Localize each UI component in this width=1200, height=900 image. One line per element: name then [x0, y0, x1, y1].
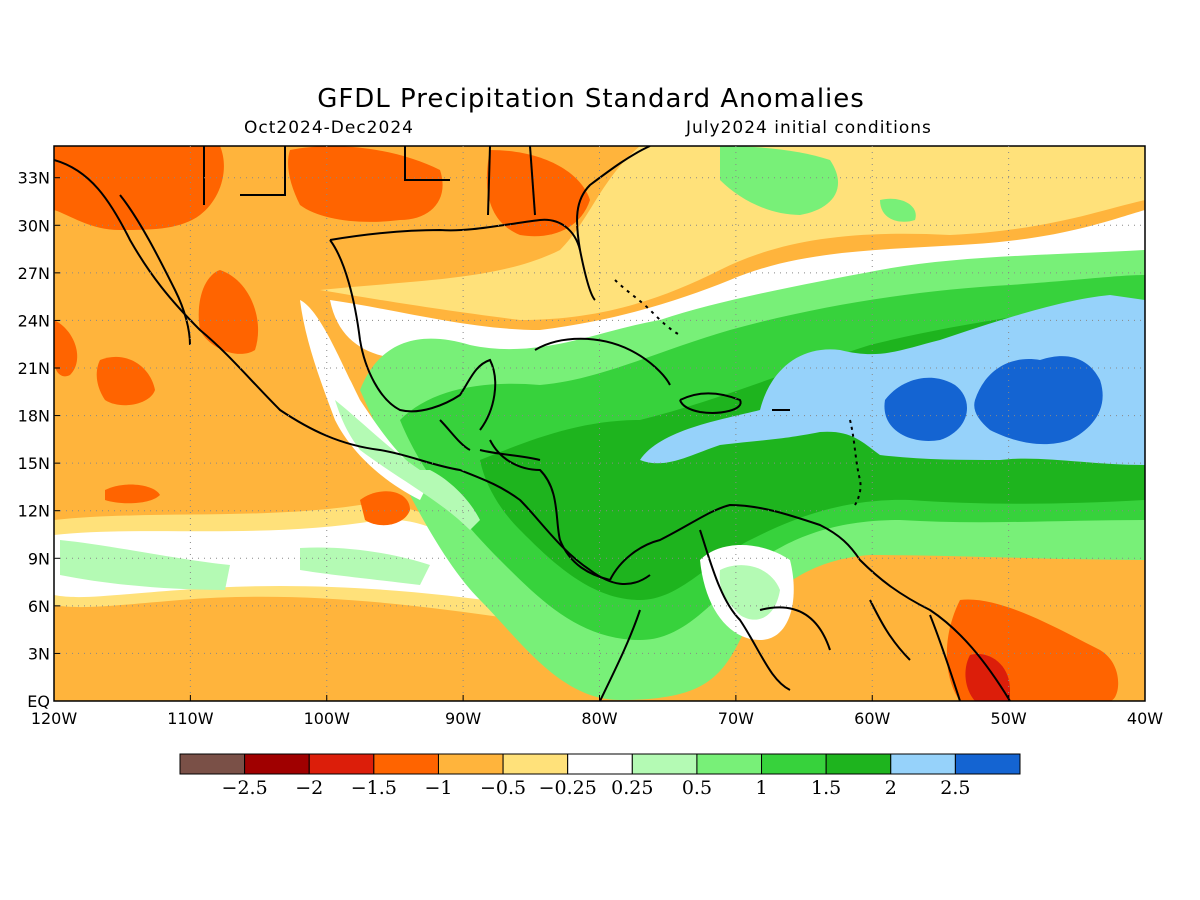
colorbar-label: 1.5 — [811, 777, 841, 799]
lat-tick-label: 12N — [18, 502, 50, 521]
colorbar-label: −2.5 — [222, 777, 268, 799]
longitude-axis: 120W 110W 100W 90W 80W 70W 60W 50W 40W — [31, 695, 1163, 728]
colorbar-label: 0.25 — [611, 777, 653, 799]
lon-tick-label: 100W — [304, 709, 351, 728]
colorbar-swatch — [244, 753, 310, 775]
colorbar-swatch — [179, 753, 246, 775]
colorbar-label: −1 — [424, 777, 452, 799]
lat-tick-label: 30N — [18, 216, 50, 235]
colorbar-swatch — [373, 753, 439, 775]
colorbar-swatch — [696, 753, 763, 775]
lon-tick-label: 60W — [854, 709, 890, 728]
colorbar: −2.5 −2 −1.5 −1 −0.5 −0.25 0.25 0.5 1 1.5 2 2.5 — [179, 753, 1021, 799]
colorbar-swatch — [825, 753, 892, 775]
lon-tick-label: 70W — [718, 709, 754, 728]
lat-tick-label: 21N — [18, 359, 50, 378]
lat-tick-label: 6N — [28, 597, 50, 616]
lat-tick-label: 27N — [18, 264, 50, 283]
lon-tick-label: 90W — [445, 709, 481, 728]
lon-tick-label: 80W — [581, 709, 617, 728]
colorbar-label: −1.5 — [351, 777, 397, 799]
gridlines — [54, 146, 1145, 701]
colorbar-swatch — [437, 753, 504, 775]
lat-tick-label: 18N — [18, 407, 50, 426]
lat-tick-label: 15N — [18, 454, 50, 473]
initial-conditions: July2024 initial conditions — [686, 118, 932, 138]
colorbar-swatch — [954, 753, 1021, 775]
chart-title: GFDL Precipitation Standard Anomalies — [317, 84, 865, 114]
colorbar-swatch — [308, 753, 375, 775]
lon-tick-label: 50W — [991, 709, 1027, 728]
lat-tick-label: EQ — [27, 692, 50, 711]
colorbar-label: −2 — [295, 777, 323, 799]
colorbar-swatch — [631, 753, 698, 775]
forecast-period: Oct2024-Dec2024 — [244, 118, 414, 138]
colorbar-label: 2 — [885, 777, 897, 799]
colorbar-label: 1 — [755, 777, 767, 799]
lon-tick-label: 40W — [1127, 709, 1163, 728]
colorbar-swatch — [502, 753, 569, 775]
lat-tick-label: 9N — [28, 549, 50, 568]
coastlines — [54, 146, 1011, 701]
lon-tick-label: 110W — [167, 709, 214, 728]
colorbar-label: −0.5 — [480, 777, 526, 799]
lon-tick-label: 120W — [31, 709, 78, 728]
anomaly-field — [54, 146, 1145, 701]
lat-tick-label: 24N — [18, 311, 50, 330]
colorbar-label: 2.5 — [940, 777, 970, 799]
colorbar-label: 0.5 — [682, 777, 712, 799]
colorbar-swatch — [890, 753, 956, 775]
colorbar-label: −0.25 — [539, 777, 597, 799]
lat-tick-label: 33N — [18, 169, 50, 188]
latitude-axis: 33N 30N 27N 24N 21N 18N 15N 12N 9N 6N 3N EQ — [18, 169, 60, 711]
lat-tick-label: 3N — [28, 644, 50, 663]
colorbar-swatch — [567, 753, 633, 775]
colorbar-swatch — [761, 753, 827, 775]
